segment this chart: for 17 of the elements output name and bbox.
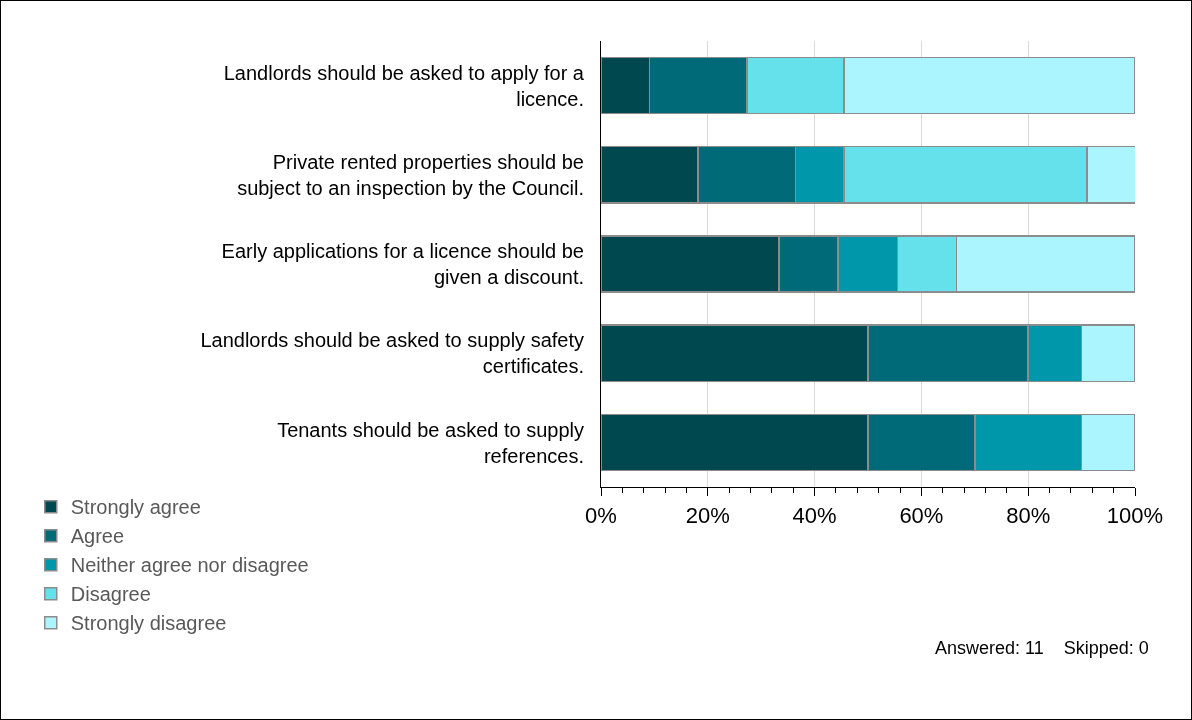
legend-label: Agree bbox=[70, 525, 125, 548]
legend-label: Strongly disagree bbox=[70, 612, 227, 635]
x-tick-label: 80% bbox=[1006, 502, 1051, 528]
x-tick-label: 20% bbox=[685, 502, 730, 528]
x-tick-label: 100% bbox=[1106, 502, 1164, 528]
y-tick-label: Landlords should be asked to supply safety certificates. bbox=[200, 329, 584, 378]
x-tick-label: 40% bbox=[792, 502, 837, 528]
x-tick-label: 60% bbox=[899, 502, 944, 528]
text: Answered: 11 Skipped: 0 bbox=[935, 638, 1149, 658]
x-tick-label: 0% bbox=[585, 502, 617, 528]
y-tick-label: Early applications for a licence should be given a discount. bbox=[221, 240, 584, 289]
y-tick-label: Tenants should be asked to supply references. bbox=[277, 418, 584, 467]
legend-label: Strongly agree bbox=[70, 496, 201, 519]
legend-label: Disagree bbox=[70, 583, 151, 606]
y-tick-label: Landlords should be asked to apply for a licence. bbox=[223, 61, 585, 110]
y-tick-label: Private rented properties should be subject to an inspection by the Council. bbox=[237, 150, 584, 199]
legend-label: Neither agree nor disagree bbox=[70, 554, 309, 577]
